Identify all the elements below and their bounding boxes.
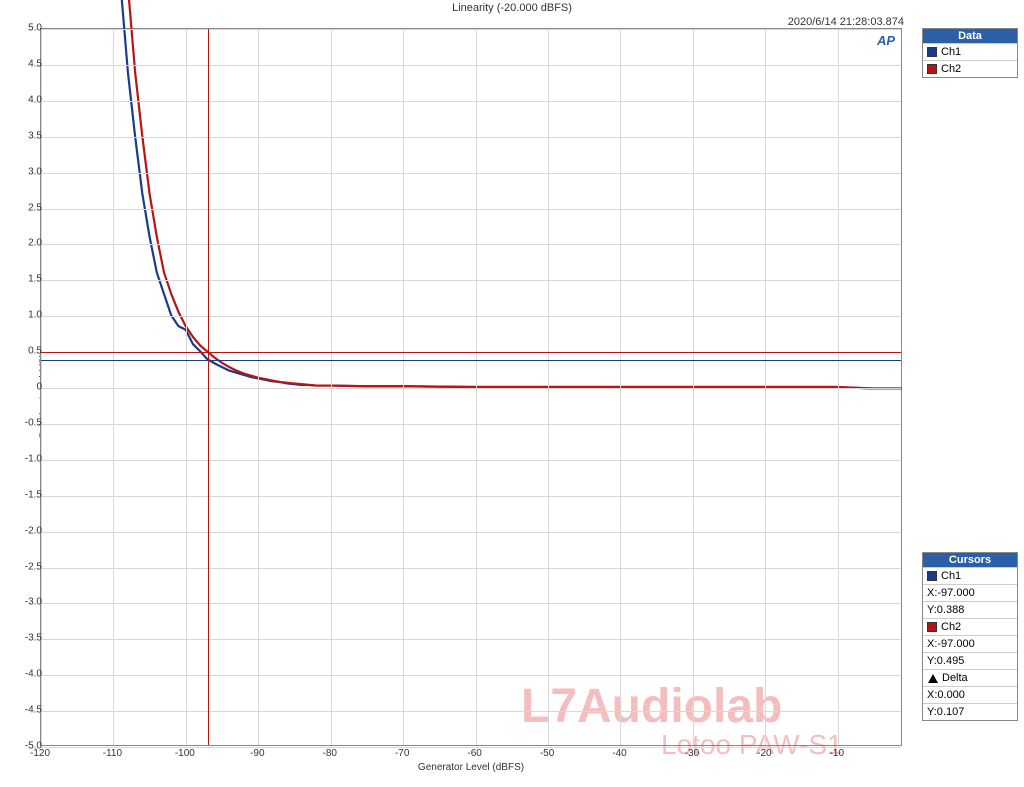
y-tick-label: -4.5 <box>12 705 42 716</box>
x-tick-label: -90 <box>250 748 264 759</box>
cursors-panel: Cursors Ch1 X:-97.000 Y:0.388 Ch2 X:-97.… <box>922 552 1018 721</box>
swatch-icon <box>927 622 937 632</box>
cursor-ch2-x: X:-97.000 <box>923 635 1017 652</box>
legend-label: Ch2 <box>941 63 961 75</box>
cursor-label: Ch2 <box>941 621 961 633</box>
cursor-label: Ch1 <box>941 570 961 582</box>
y-tick-label: -3.0 <box>12 597 42 608</box>
y-tick-label: -3.5 <box>12 633 42 644</box>
x-tick-label: -10 <box>830 748 844 759</box>
x-tick-label: -20 <box>757 748 771 759</box>
x-tick-label: -60 <box>467 748 481 759</box>
data-panel: Data Ch1 Ch2 <box>922 28 1018 78</box>
x-tick-label: -40 <box>612 748 626 759</box>
x-tick-label: -100 <box>175 748 195 759</box>
y-tick-label: 0.5 <box>12 346 42 357</box>
y-tick-label: 1.0 <box>12 310 42 321</box>
cursor-ch2-y: Y:0.495 <box>923 652 1017 669</box>
x-axis-label: Generator Level (dBFS) <box>418 762 524 773</box>
plot-area: AP L7Audiolab Lotoo PAW-S1 Generator Lev… <box>40 28 902 746</box>
y-tick-label: -2.5 <box>12 561 42 572</box>
x-tick-label: -110 <box>103 748 122 759</box>
cursor-delta-x: X:0.000 <box>923 686 1017 703</box>
x-tick-label: -50 <box>540 748 554 759</box>
chart-title: Linearity (-20.000 dBFS) <box>452 2 572 14</box>
x-tick-label: -30 <box>685 748 699 759</box>
x-tick-label: -70 <box>395 748 409 759</box>
x-tick-label: -120 <box>30 748 50 759</box>
data-panel-header: Data <box>923 29 1017 43</box>
y-tick-label: -2.0 <box>12 525 42 536</box>
y-tick-label: -1.5 <box>12 489 42 500</box>
cursor-item-ch1[interactable]: Ch1 <box>923 567 1017 584</box>
x-tick-label: -80 <box>323 748 337 759</box>
y-tick-label: -1.0 <box>12 453 42 464</box>
swatch-icon <box>927 571 937 581</box>
y-tick-label: 2.5 <box>12 202 42 213</box>
cursor-item-delta: Delta <box>923 669 1017 686</box>
y-tick-label: -4.0 <box>12 669 42 680</box>
y-tick-label: -0.5 <box>12 417 42 428</box>
y-tick-label: 3.5 <box>12 130 42 141</box>
delta-icon <box>928 674 938 683</box>
y-tick-label: 2.0 <box>12 238 42 249</box>
cursors-panel-header: Cursors <box>923 553 1017 567</box>
y-tick-label: 3.0 <box>12 166 42 177</box>
cursor-delta-y: Y:0.107 <box>923 703 1017 720</box>
y-tick-label: 4.0 <box>12 94 42 105</box>
legend-item-ch1[interactable]: Ch1 <box>923 43 1017 60</box>
swatch-icon <box>927 47 937 57</box>
cursor-label: Delta <box>942 672 968 684</box>
cursor-ch1-y: Y:0.388 <box>923 601 1017 618</box>
y-tick-label: 0 <box>12 382 42 393</box>
swatch-icon <box>927 64 937 74</box>
cursor-item-ch2[interactable]: Ch2 <box>923 618 1017 635</box>
y-tick-label: 5.0 <box>12 23 42 34</box>
y-tick-label: 4.5 <box>12 58 42 69</box>
chart-container: Relative Level (dB) AP L7Audiolab Lotoo … <box>14 16 910 776</box>
legend-label: Ch1 <box>941 46 961 58</box>
legend-item-ch2[interactable]: Ch2 <box>923 60 1017 77</box>
cursor-ch1-x: X:-97.000 <box>923 584 1017 601</box>
y-tick-label: 1.5 <box>12 274 42 285</box>
